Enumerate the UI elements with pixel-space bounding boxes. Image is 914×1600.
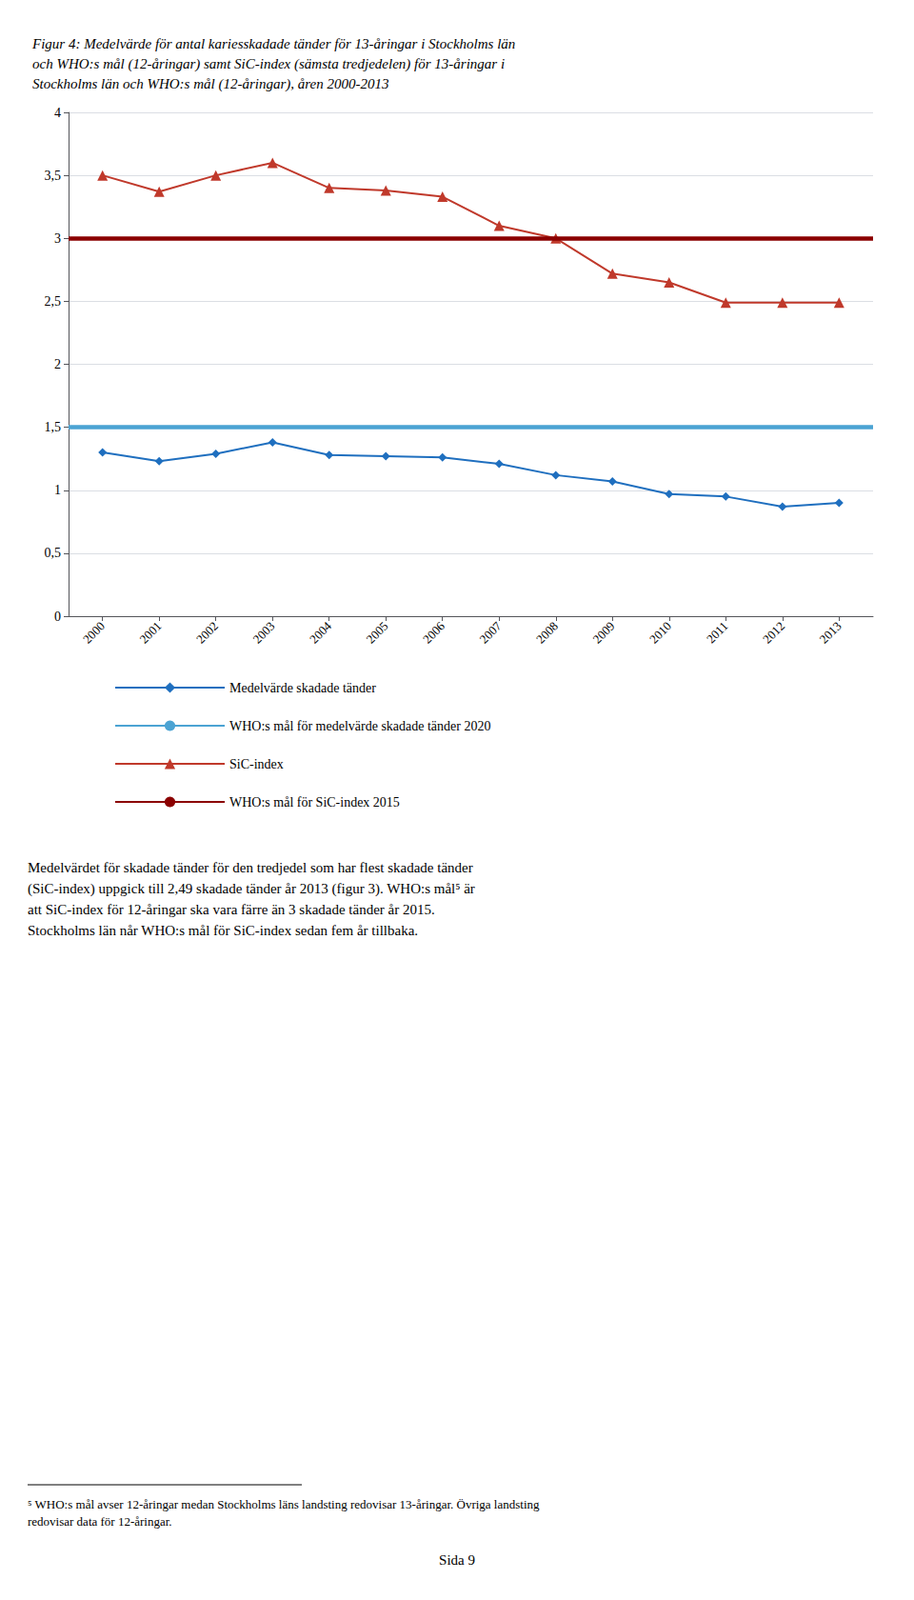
svg-text:Sida 9: Sida 9 [438, 1551, 476, 1568]
svg-text:Medelvärdet för skadade tänder: Medelvärdet för skadade tänder för den t… [27, 859, 474, 875]
svg-text:2007: 2007 [476, 617, 505, 646]
svg-text:2002: 2002 [193, 618, 221, 647]
svg-text:2001: 2001 [137, 618, 165, 647]
svg-text:2000: 2000 [79, 618, 108, 647]
svg-text:WHO:s mål för medelvärde skada: WHO:s mål för medelvärde skadade tänder … [229, 718, 491, 734]
svg-text:2006: 2006 [419, 617, 448, 646]
svg-text:Stockholms län når WHO:s mål f: Stockholms län når WHO:s mål för SiC-ind… [27, 922, 418, 938]
svg-text:3,5: 3,5 [44, 168, 62, 183]
svg-text:SiC-index: SiC-index [229, 756, 284, 772]
svg-text:2: 2 [54, 357, 61, 372]
svg-text:Figur 4: Medelvärde för antal: Figur 4: Medelvärde för antal kariesskad… [31, 36, 516, 52]
svg-text:2005: 2005 [363, 618, 392, 647]
svg-text:0: 0 [54, 609, 61, 624]
svg-text:2011: 2011 [703, 618, 732, 647]
svg-text:och WHO:s mål (12-åringar) sam: och WHO:s mål (12-åringar) samt SiC-inde… [32, 56, 505, 73]
svg-text:2,5: 2,5 [44, 294, 62, 309]
svg-text:1: 1 [54, 482, 61, 497]
svg-text:⁵ WHO:s mål avser 12-åringar m: ⁵ WHO:s mål avser 12-åringar medan Stock… [27, 1496, 540, 1511]
svg-text:2010: 2010 [646, 618, 675, 647]
svg-text:2003: 2003 [250, 618, 279, 647]
svg-text:2013: 2013 [816, 618, 845, 647]
svg-text:WHO:s mål för SiC-index 2015: WHO:s mål för SiC-index 2015 [229, 794, 400, 810]
svg-text:att SiC-index för 12-åringar s: att SiC-index för 12-åringar ska vara fä… [27, 901, 436, 917]
svg-text:3: 3 [54, 231, 61, 246]
svg-text:4: 4 [54, 105, 61, 120]
svg-text:Stockholms län och WHO:s mål (: Stockholms län och WHO:s mål (12-åringar… [32, 76, 389, 93]
svg-text:0,5: 0,5 [44, 545, 62, 560]
svg-text:(SiC-index) uppgick till 2,49: (SiC-index) uppgick till 2,49 skadade tä… [27, 880, 476, 897]
svg-text:2012: 2012 [759, 618, 788, 647]
svg-text:redovisar data för 12-åringar.: redovisar data för 12-åringar. [27, 1513, 173, 1529]
svg-text:1,5: 1,5 [44, 419, 62, 435]
svg-text:2004: 2004 [306, 617, 335, 646]
svg-text:2008: 2008 [533, 618, 561, 647]
svg-text:Medelvärde skadade tänder: Medelvärde skadade tänder [229, 680, 377, 696]
svg-text:2009: 2009 [590, 618, 618, 647]
